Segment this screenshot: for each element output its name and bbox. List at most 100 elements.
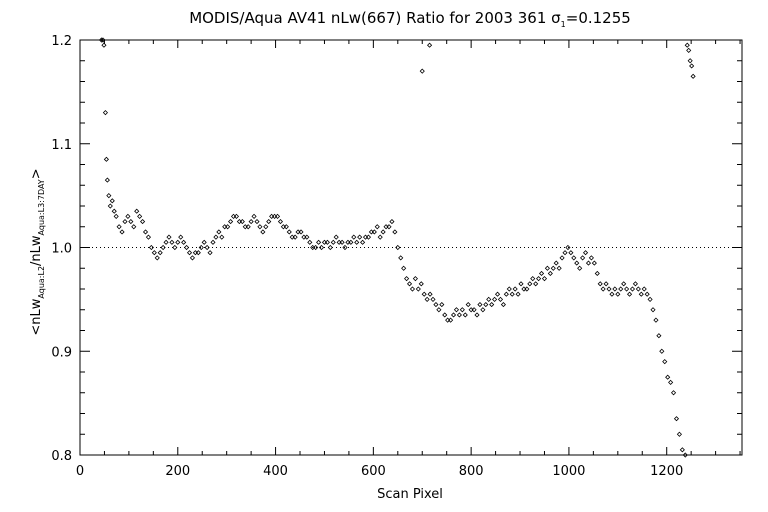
x-axis-label: Scan Pixel — [377, 487, 443, 502]
data-point — [571, 255, 577, 261]
chart-title-sigma-subscript: 1 — [561, 20, 566, 29]
data-point — [594, 270, 600, 277]
data-point — [154, 255, 160, 261]
data-point — [524, 286, 530, 292]
data-point — [547, 270, 553, 277]
data-point — [104, 177, 110, 183]
data-point — [392, 229, 398, 235]
data-point — [436, 307, 442, 313]
data-point — [409, 286, 416, 292]
data-point — [233, 213, 240, 219]
data-point — [102, 110, 108, 116]
data-point — [591, 260, 597, 266]
data-point — [512, 286, 518, 292]
data-point — [216, 229, 222, 235]
data-point — [140, 218, 146, 225]
data-point — [453, 307, 460, 313]
x-tick-label: 1200 — [650, 464, 683, 479]
data-point — [500, 301, 506, 308]
data-point — [629, 286, 636, 292]
data-point — [389, 218, 395, 225]
data-point — [266, 218, 272, 225]
data-point — [515, 291, 521, 297]
x-axis-ticks: 0 200 400 600 800 1000 1200 — [76, 40, 741, 479]
data-point — [415, 286, 421, 292]
data-point — [201, 239, 207, 245]
y-axis-ticks: 0.8 0.9 1.0 1.1 1.2 — [51, 34, 742, 464]
data-point — [621, 281, 627, 287]
data-point — [412, 276, 418, 282]
data-point — [116, 224, 122, 230]
data-point — [213, 234, 219, 240]
data-point — [342, 244, 348, 251]
data-point — [427, 291, 433, 297]
data-point — [673, 416, 680, 422]
data-point — [175, 239, 181, 245]
data-point — [676, 431, 682, 437]
data-point — [298, 229, 304, 235]
data-point — [318, 244, 325, 251]
data-point — [618, 286, 624, 292]
data-point — [333, 234, 339, 240]
data-point — [541, 276, 548, 282]
data-point — [131, 224, 137, 230]
data-point — [465, 301, 471, 308]
data-point — [477, 301, 483, 308]
data-point — [142, 229, 149, 235]
data-point — [248, 218, 254, 225]
data-point — [690, 73, 696, 79]
data-point — [641, 286, 647, 292]
y-axis-label-mid: /nLw — [29, 235, 44, 266]
data-point — [448, 317, 454, 323]
data-point — [553, 260, 559, 266]
data-point — [670, 390, 677, 396]
data-point — [497, 296, 504, 302]
data-point — [103, 156, 109, 162]
data-point — [189, 255, 196, 261]
data-point — [380, 229, 386, 235]
y-tick-label: 1.2 — [51, 34, 72, 49]
data-point — [580, 255, 586, 261]
x-tick-label: 400 — [263, 464, 288, 479]
data-point — [404, 276, 410, 282]
y-tick-label: 1.0 — [51, 242, 72, 257]
data-point — [195, 250, 201, 256]
data-point — [254, 218, 260, 225]
data-point — [292, 234, 298, 240]
data-point — [107, 203, 113, 209]
data-point — [398, 255, 404, 261]
chart-title-main: MODIS/Aqua AV41 nLw(667) Ratio for 2003 … — [189, 9, 551, 27]
data-point — [169, 239, 175, 245]
y-axis-label-start: <nLw — [29, 298, 44, 335]
data-point — [600, 286, 606, 292]
data-point — [635, 286, 641, 292]
x-tick-label: 1000 — [552, 464, 585, 479]
data-point — [632, 281, 638, 287]
y-axis-label: <nLwAqua:L2/nLwAqua:L3:7DAY> — [29, 168, 46, 335]
data-point — [626, 291, 633, 297]
data-point — [178, 234, 184, 240]
data-point — [324, 239, 330, 245]
data-point — [439, 301, 445, 308]
data-point — [113, 213, 119, 219]
data-point — [506, 286, 512, 292]
data-point — [597, 281, 603, 287]
data-point — [163, 239, 169, 245]
data-point — [351, 234, 357, 240]
data-point — [550, 265, 556, 271]
data-point — [442, 312, 448, 318]
chart-title-sigma-value: =0.1255 — [566, 9, 631, 27]
data-point — [330, 239, 336, 245]
data-point — [357, 234, 363, 240]
data-point — [647, 296, 653, 302]
data-point — [659, 348, 665, 354]
data-point — [684, 42, 690, 48]
data-point — [374, 224, 380, 230]
data-point — [134, 208, 140, 214]
data-point — [665, 374, 671, 380]
data-point — [304, 234, 310, 240]
data-point — [406, 281, 413, 287]
data-point — [538, 270, 545, 277]
